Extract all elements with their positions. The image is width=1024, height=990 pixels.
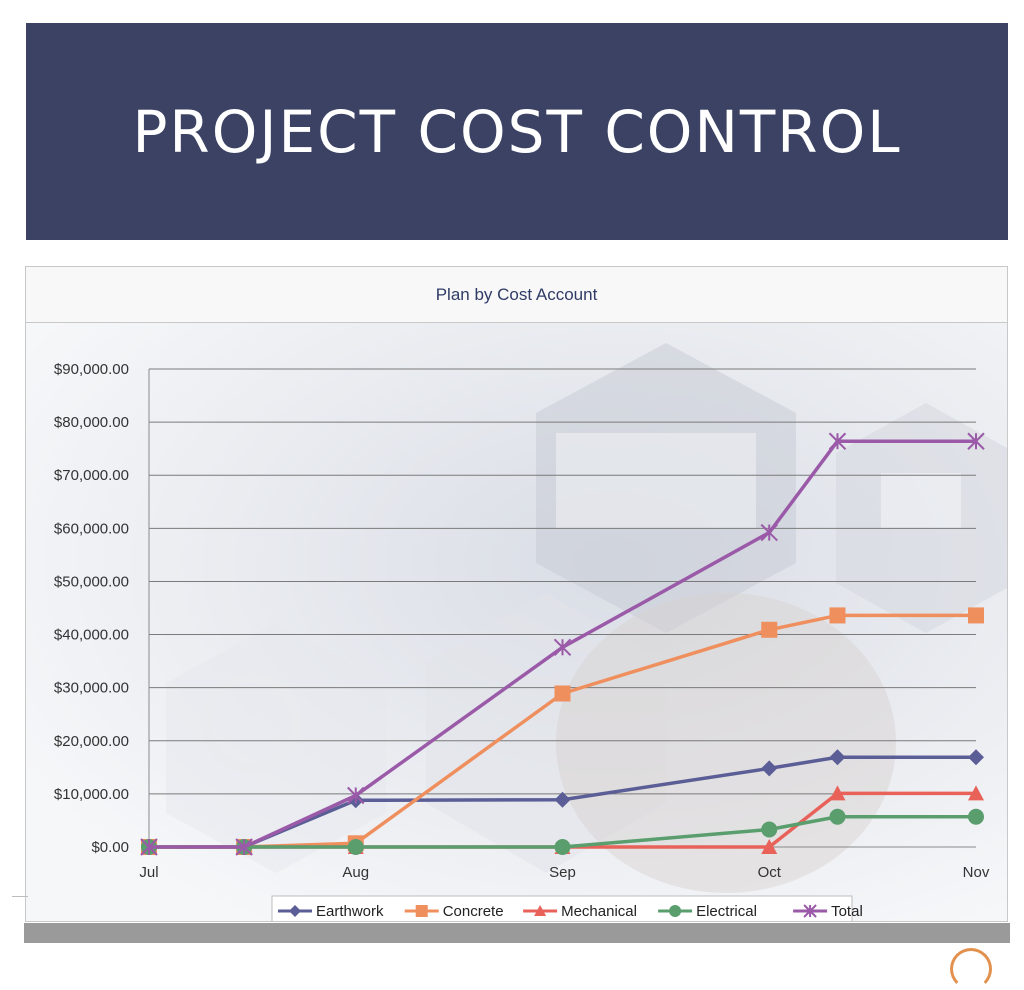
data-point bbox=[415, 905, 428, 917]
x-tick-label: Oct bbox=[758, 864, 782, 881]
legend-item: Total bbox=[793, 903, 863, 920]
legend: Earthwork Concrete Mechanical Electrical Tot… bbox=[271, 895, 863, 921]
chart-panel: Plan by Cost Account $0.00 $10,000.00 $20,… bbox=[25, 266, 1008, 922]
data-point bbox=[967, 432, 985, 450]
data-point bbox=[553, 638, 572, 657]
data-point bbox=[140, 838, 158, 856]
data-point bbox=[761, 821, 778, 838]
y-tick-label: $10,000.00 bbox=[54, 786, 129, 803]
data-point bbox=[968, 749, 984, 766]
legend-item: Earthwork bbox=[278, 903, 384, 920]
y-tick-label: $60,000.00 bbox=[54, 520, 129, 537]
x-axis: Jul Aug Sep Oct Nov bbox=[139, 864, 989, 881]
y-tick-label: $90,000.00 bbox=[54, 361, 129, 378]
data-point bbox=[554, 839, 571, 855]
legend-item: Mechanical bbox=[523, 903, 637, 920]
data-point bbox=[761, 839, 778, 854]
data-point bbox=[761, 760, 778, 777]
title-banner: PROJECT COST CONTROL bbox=[26, 23, 1008, 240]
y-tick-label: $30,000.00 bbox=[54, 680, 129, 697]
chart-header: Plan by Cost Account bbox=[26, 267, 1007, 323]
x-tick-label: Jul bbox=[139, 864, 158, 881]
legend-label: Mechanical bbox=[561, 903, 637, 920]
data-point bbox=[968, 607, 984, 624]
y-tick-label: $80,000.00 bbox=[54, 414, 129, 431]
legend-label: Concrete bbox=[443, 903, 504, 920]
series-lines bbox=[140, 432, 985, 856]
line-chart: $0.00 $10,000.00 $20,000.00 $30,000.00 $40,0… bbox=[54, 361, 990, 921]
y-tick-label: $40,000.00 bbox=[54, 627, 129, 644]
data-point bbox=[669, 905, 682, 917]
y-tick-label: $0.00 bbox=[91, 839, 129, 856]
gridlines bbox=[149, 368, 976, 848]
legend-box bbox=[271, 895, 853, 921]
data-point bbox=[829, 749, 846, 766]
data-point bbox=[761, 621, 778, 638]
data-point bbox=[760, 523, 778, 542]
data-point bbox=[968, 808, 984, 825]
data-point bbox=[829, 607, 846, 624]
page-title: PROJECT COST CONTROL bbox=[132, 97, 902, 166]
data-point bbox=[554, 685, 571, 702]
data-point bbox=[803, 904, 817, 918]
footer-bar bbox=[24, 923, 1010, 943]
legend-label: Earthwork bbox=[316, 903, 384, 920]
x-tick-label: Nov bbox=[963, 864, 990, 881]
corner-logo-icon bbox=[950, 948, 992, 990]
y-tick-label: $50,000.00 bbox=[54, 573, 129, 590]
data-point bbox=[829, 808, 846, 825]
data-point bbox=[829, 785, 846, 801]
x-tick-label: Sep bbox=[549, 864, 576, 881]
legend-item: Electrical bbox=[658, 903, 757, 920]
data-point bbox=[534, 905, 547, 916]
data-point bbox=[554, 791, 571, 808]
legend-label: Electrical bbox=[696, 903, 757, 920]
legend-item: Concrete bbox=[404, 903, 504, 920]
y-axis: $0.00 $10,000.00 $20,000.00 $30,000.00 $40,0… bbox=[54, 361, 150, 856]
data-point bbox=[828, 432, 847, 450]
x-tick-label: Aug bbox=[342, 864, 369, 881]
y-tick-label: $70,000.00 bbox=[54, 467, 129, 484]
data-point bbox=[235, 838, 253, 856]
data-point bbox=[347, 786, 365, 805]
y-tick-label: $20,000.00 bbox=[54, 733, 129, 750]
data-point bbox=[289, 905, 301, 917]
divider bbox=[12, 896, 28, 897]
chart-title: Plan by Cost Account bbox=[435, 284, 598, 304]
data-point bbox=[347, 839, 364, 855]
legend-label: Total bbox=[831, 903, 863, 920]
data-point bbox=[968, 785, 984, 801]
